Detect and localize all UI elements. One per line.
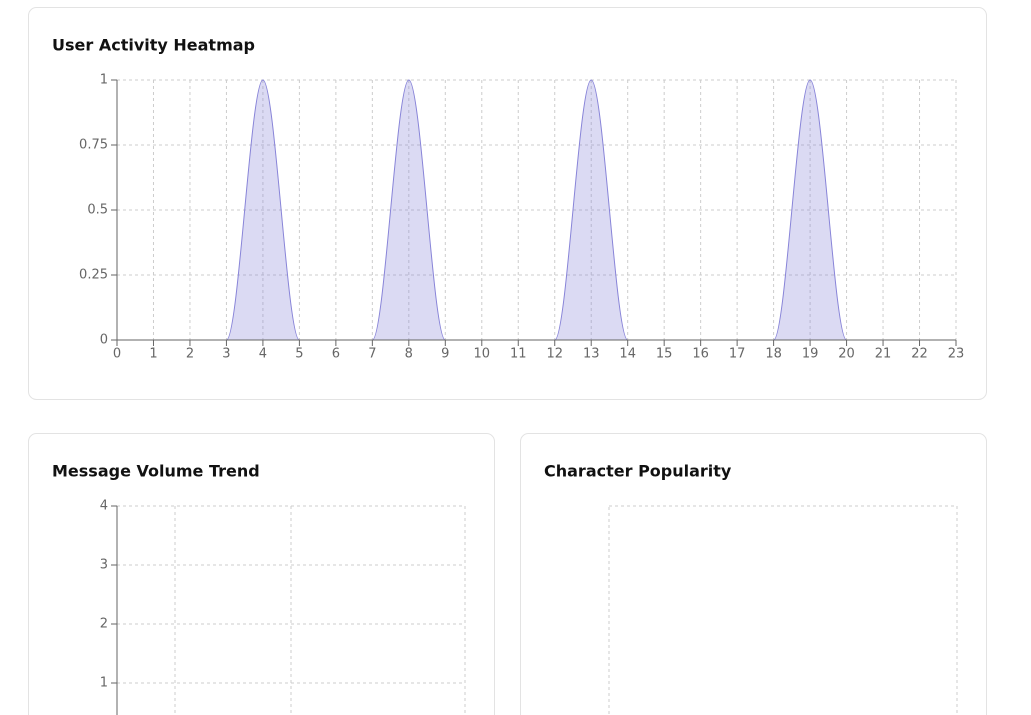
y-tick-label: 0.5 <box>87 203 108 218</box>
x-tick-label: 7 <box>368 347 376 362</box>
x-tick-label: 18 <box>765 347 782 362</box>
x-tick-label: 9 <box>441 347 449 362</box>
x-tick-label: 4 <box>259 347 267 362</box>
y-tick-label: 1 <box>100 73 108 88</box>
y-tick-label: 4 <box>100 499 108 514</box>
x-tick-label: 22 <box>911 347 928 362</box>
x-tick-label: 12 <box>546 347 563 362</box>
chart-title: Character Popularity <box>544 462 732 481</box>
x-tick-label: 21 <box>875 347 892 362</box>
card <box>28 433 495 715</box>
x-tick-label: 5 <box>295 347 303 362</box>
x-tick-label: 11 <box>510 347 527 362</box>
x-tick-label: 14 <box>619 347 636 362</box>
x-tick-label: 13 <box>583 347 600 362</box>
card <box>520 433 987 715</box>
y-tick-label: 0.75 <box>79 138 108 153</box>
plot-area <box>608 505 958 715</box>
y-tick-label: 3 <box>100 558 108 573</box>
x-tick-label: 17 <box>729 347 746 362</box>
x-tick-label: 3 <box>222 347 230 362</box>
x-tick-label: 19 <box>802 347 819 362</box>
x-tick-label: 8 <box>405 347 413 362</box>
x-tick-label: 16 <box>692 347 709 362</box>
x-tick-label: 20 <box>838 347 855 362</box>
chart-title: Message Volume Trend <box>52 462 260 481</box>
x-tick-label: 15 <box>656 347 673 362</box>
card <box>28 7 987 400</box>
x-tick-label: 1 <box>149 347 157 362</box>
y-tick-label: 0 <box>100 333 108 348</box>
y-tick-label: 1 <box>100 676 108 691</box>
x-tick-label: 2 <box>186 347 194 362</box>
y-tick-label: 0.25 <box>79 268 108 283</box>
x-tick-label: 10 <box>474 347 491 362</box>
x-tick-label: 0 <box>113 347 121 362</box>
y-tick-label: 2 <box>100 617 108 632</box>
chart-title: User Activity Heatmap <box>52 36 255 55</box>
x-tick-label: 6 <box>332 347 340 362</box>
x-tick-label: 23 <box>948 347 965 362</box>
